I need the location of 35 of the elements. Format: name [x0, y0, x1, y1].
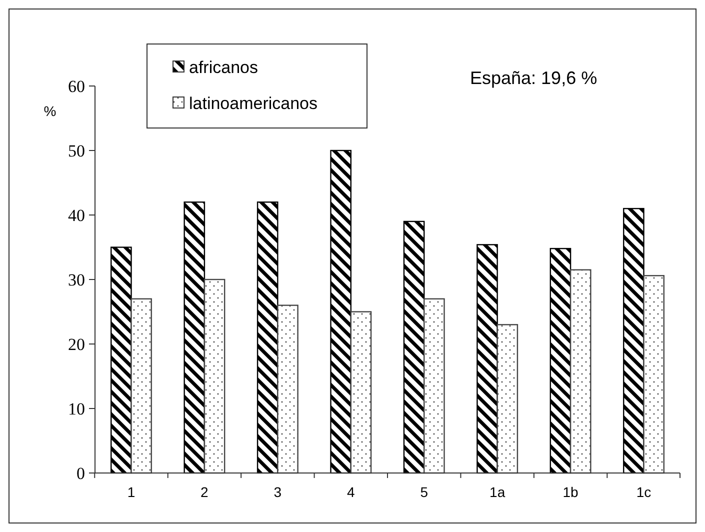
- legend-label: africanos: [189, 58, 258, 77]
- bar: [110, 246, 132, 474]
- x-tick-label: 1: [127, 484, 136, 500]
- y-tick-label: 40: [68, 206, 85, 225]
- annotation: España: 19,6 %: [470, 68, 598, 88]
- bar: [403, 220, 425, 474]
- bar: [623, 208, 644, 474]
- x-tick-label: 2: [200, 484, 209, 500]
- y-tick-label: 50: [68, 141, 85, 160]
- x-tick-label: 1a: [490, 484, 506, 500]
- y-axis-title: %: [44, 103, 56, 119]
- bar: [277, 304, 298, 474]
- x-tick-label: 1c: [636, 484, 652, 500]
- bar: [184, 202, 206, 474]
- y-tick-label: 30: [68, 270, 85, 290]
- bar: [476, 244, 498, 474]
- bar: [496, 324, 518, 474]
- y-tick-label: 10: [68, 399, 85, 418]
- bar: [350, 311, 372, 474]
- x-tick-label: 1b: [562, 484, 579, 500]
- bar: [643, 275, 664, 474]
- y-tick-label: 20: [68, 334, 85, 354]
- x-tick-label: 3: [274, 484, 282, 500]
- y-tick-label: 60: [68, 76, 85, 96]
- bar: [256, 202, 278, 474]
- bar: [570, 269, 592, 474]
- legend-label: latinoamericanos: [189, 94, 318, 113]
- x-tick-label: 4: [346, 484, 355, 500]
- bar: [130, 298, 152, 474]
- x-tick-label: 5: [420, 484, 428, 500]
- bar: [550, 248, 572, 474]
- y-tick-label: 0: [76, 464, 85, 483]
- bar: [204, 278, 226, 474]
- bar: [424, 298, 445, 474]
- bar: [330, 150, 352, 474]
